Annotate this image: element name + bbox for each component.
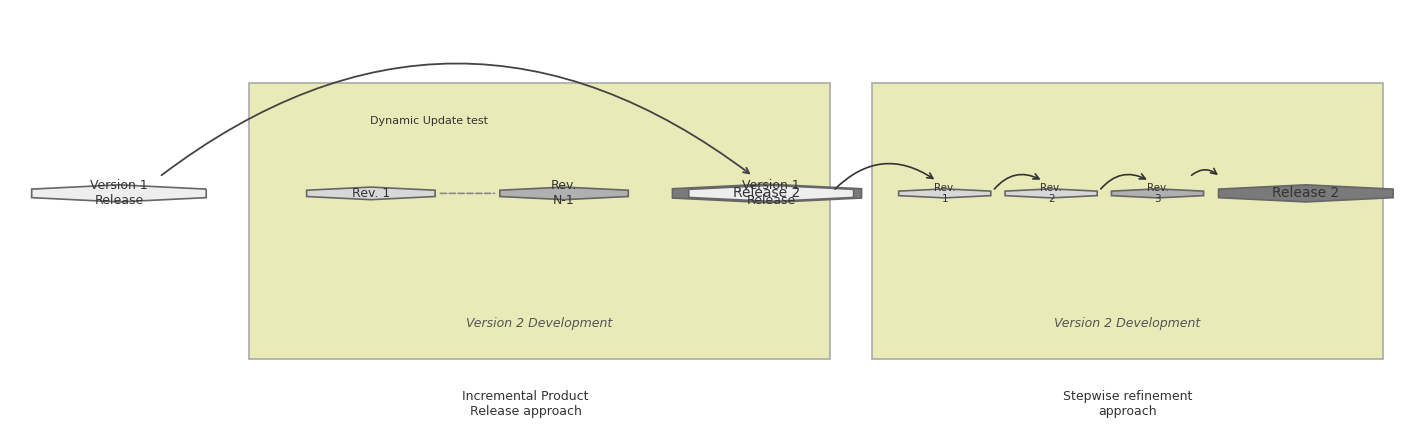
Text: Release 2: Release 2 xyxy=(734,187,801,201)
Text: Release 2: Release 2 xyxy=(1273,187,1339,201)
Text: Rev.
1: Rev. 1 xyxy=(934,183,956,204)
Text: Version 1
Release: Version 1 Release xyxy=(90,179,148,207)
Polygon shape xyxy=(1005,189,1097,198)
Polygon shape xyxy=(898,189,991,198)
Polygon shape xyxy=(500,187,628,200)
Text: Rev.
N-1: Rev. N-1 xyxy=(551,179,577,207)
Text: Stepwise refinement
approach: Stepwise refinement approach xyxy=(1063,391,1193,418)
Polygon shape xyxy=(307,187,435,200)
Polygon shape xyxy=(31,185,206,202)
Text: Rev.
3: Rev. 3 xyxy=(1146,183,1169,204)
Text: Version 1
Release: Version 1 Release xyxy=(742,179,800,207)
Polygon shape xyxy=(1218,185,1393,202)
FancyBboxPatch shape xyxy=(249,83,829,359)
Polygon shape xyxy=(689,185,853,201)
Text: Incremental Product
Release approach: Incremental Product Release approach xyxy=(462,391,589,418)
FancyBboxPatch shape xyxy=(872,83,1383,359)
Text: Rev. 1: Rev. 1 xyxy=(352,187,390,200)
Text: Rev.
2: Rev. 2 xyxy=(1041,183,1062,204)
Text: Version 2 Development: Version 2 Development xyxy=(466,317,612,330)
Polygon shape xyxy=(1111,189,1204,198)
Polygon shape xyxy=(673,184,862,203)
Text: Dynamic Update test: Dynamic Update test xyxy=(370,116,489,126)
Text: Version 2 Development: Version 2 Development xyxy=(1055,317,1201,330)
